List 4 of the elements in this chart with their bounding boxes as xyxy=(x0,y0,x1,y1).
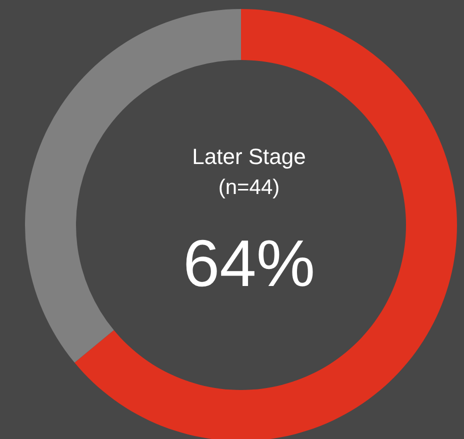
text: Later Stage xyxy=(192,144,306,169)
donut-slice xyxy=(74,9,457,439)
text: (n=44) xyxy=(218,176,280,199)
text: 64% xyxy=(182,226,316,300)
